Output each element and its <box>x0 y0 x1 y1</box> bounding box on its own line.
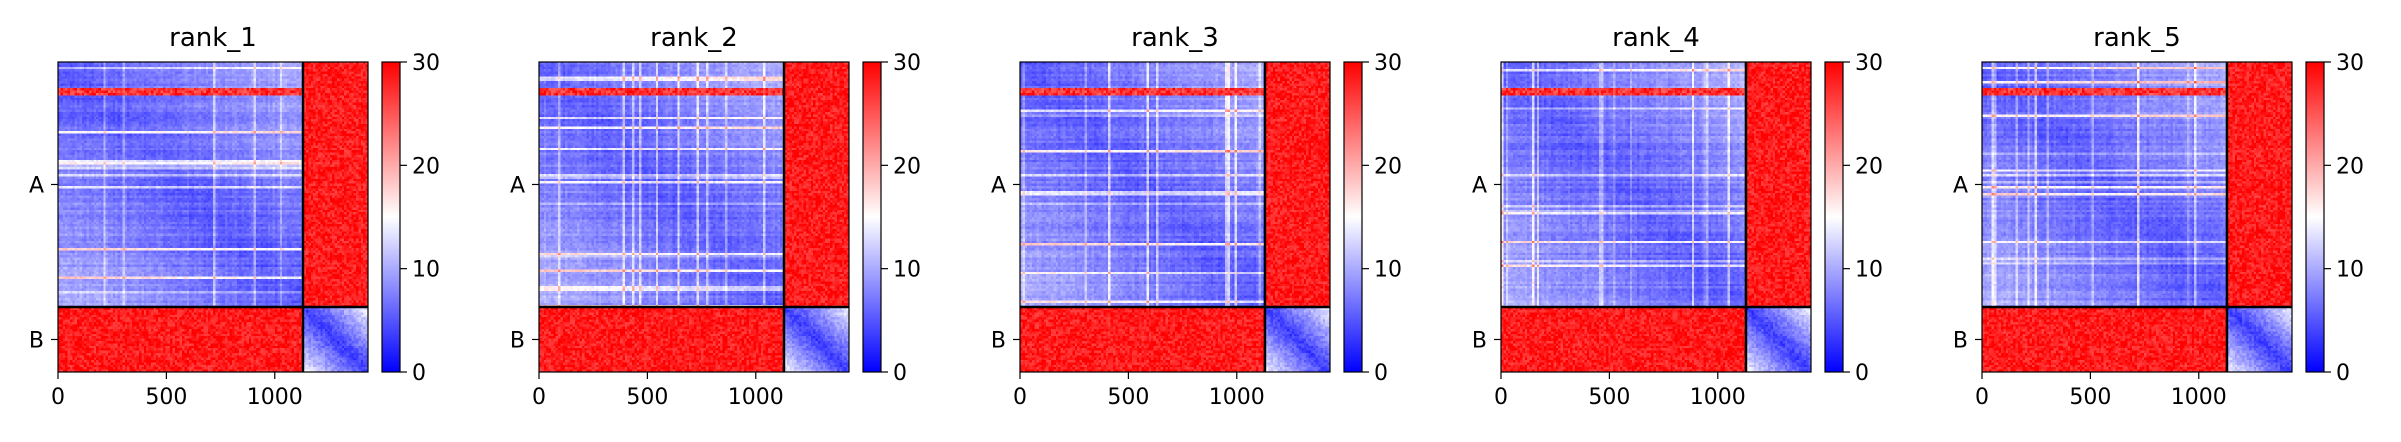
colorbar-tick-label: 20 <box>893 154 921 179</box>
colorbar-tick-label: 10 <box>2336 258 2364 283</box>
y-tick-label: B <box>510 328 525 353</box>
colorbar-tick-label: 20 <box>412 154 440 179</box>
colorbar-tick-label: 30 <box>1855 51 1883 76</box>
colorbar-tick-label: 0 <box>1855 361 1869 386</box>
colorbar-tick-label: 0 <box>2336 361 2350 386</box>
colorbar-tick-label: 30 <box>2336 51 2364 76</box>
axes-frame <box>1019 61 1331 373</box>
colorbar-tick-label: 10 <box>412 258 440 283</box>
colorbar <box>381 61 401 373</box>
chart-title: rank_3 <box>1131 23 1219 53</box>
colorbar-tick-label: 20 <box>1374 154 1402 179</box>
x-tick-label: 1000 <box>728 385 784 410</box>
colorbar-tick-label: 20 <box>2336 154 2364 179</box>
colorbar-tick-label: 10 <box>1374 258 1402 283</box>
x-tick-label: 500 <box>145 385 187 410</box>
x-tick-label: 1000 <box>2171 385 2227 410</box>
panel-rank_5: rank_5 0 500 1000 A B 0 10 20 30 <box>1953 23 2364 410</box>
colorbar-tick-label: 0 <box>893 361 907 386</box>
y-tick-label: A <box>510 173 525 198</box>
x-tick-label: 0 <box>1975 385 1989 410</box>
y-tick-label: B <box>29 328 44 353</box>
axes-frame <box>538 61 850 373</box>
colorbar-tick-label: 10 <box>1855 258 1883 283</box>
heatmap-rank_5 <box>1982 62 2292 372</box>
x-tick-label: 0 <box>1494 385 1508 410</box>
y-tick-label: B <box>991 328 1006 353</box>
axes-frame <box>1500 61 1812 373</box>
panel-rank_3: rank_3 0 500 1000 A B 0 10 20 30 <box>991 23 1402 410</box>
colorbar <box>1824 61 1844 373</box>
chart-title: rank_1 <box>169 23 257 53</box>
y-tick-label: A <box>1953 173 1968 198</box>
y-tick-label: A <box>29 173 44 198</box>
chart-title: rank_2 <box>650 23 738 53</box>
x-tick-label: 500 <box>1588 385 1630 410</box>
panel-rank_2: rank_2 0 500 1000 A B 0 10 20 30 <box>510 23 921 410</box>
panel-rank_4: rank_4 0 500 1000 A B 0 10 20 30 <box>1472 23 1883 410</box>
axes-frame <box>57 61 369 373</box>
heatmap-rank_1 <box>58 62 368 372</box>
x-tick-label: 0 <box>532 385 546 410</box>
x-tick-label: 500 <box>626 385 668 410</box>
x-tick-label: 1000 <box>1690 385 1746 410</box>
y-tick-label: B <box>1472 328 1487 353</box>
colorbar-tick-label: 30 <box>1374 51 1402 76</box>
colorbar-tick-label: 0 <box>1374 361 1388 386</box>
colorbar-tick-label: 0 <box>412 361 426 386</box>
x-tick-label: 0 <box>51 385 65 410</box>
x-tick-label: 0 <box>1013 385 1027 410</box>
x-tick-label: 500 <box>1107 385 1149 410</box>
heatmap-rank_2 <box>539 62 849 372</box>
x-tick-label: 1000 <box>247 385 303 410</box>
y-tick-label: A <box>991 173 1006 198</box>
y-tick-label: B <box>1953 328 1968 353</box>
colorbar-tick-label: 20 <box>1855 154 1883 179</box>
x-tick-label: 1000 <box>1209 385 1265 410</box>
colorbar <box>1343 61 1363 373</box>
heatmap-rank_3 <box>1020 62 1330 372</box>
x-tick-label: 500 <box>2069 385 2111 410</box>
chart-title: rank_4 <box>1612 23 1700 53</box>
chart-title: rank_5 <box>2093 23 2181 53</box>
heatmap-rank_4 <box>1501 62 1811 372</box>
colorbar <box>862 61 882 373</box>
colorbar <box>2305 61 2325 373</box>
axes-frame <box>1981 61 2293 373</box>
colorbar-tick-label: 30 <box>893 51 921 76</box>
colorbar-tick-label: 30 <box>412 51 440 76</box>
colorbar-tick-label: 10 <box>893 258 921 283</box>
panel-rank_1: rank_1 0 500 1000 A B 0 10 20 30 <box>29 23 440 410</box>
y-tick-label: A <box>1472 173 1487 198</box>
